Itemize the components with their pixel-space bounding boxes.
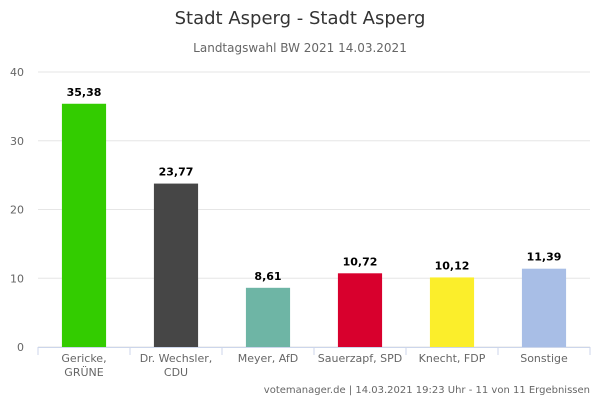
bar-value-label: 8,61 — [254, 270, 281, 283]
bar-value-label: 23,77 — [159, 166, 194, 179]
y-tick-label: 30 — [10, 135, 24, 148]
bar — [521, 268, 567, 347]
x-tick-label: GRÜNE — [64, 366, 103, 379]
bar — [245, 287, 291, 347]
bar-value-label: 11,39 — [527, 251, 562, 264]
bar — [337, 273, 383, 347]
chart-subtitle: Landtagswahl BW 2021 14.03.2021 — [193, 41, 407, 55]
bar-value-label: 10,72 — [343, 255, 378, 268]
x-tick-label: Dr. Wechsler, — [140, 352, 213, 365]
x-tick-label: Gericke, — [61, 352, 106, 365]
bar-value-label: 10,12 — [435, 259, 470, 272]
chart-footer: votemanager.de | 14.03.2021 19:23 Uhr - … — [263, 385, 590, 396]
x-tick-label: CDU — [164, 366, 188, 379]
x-tick-label: Sauerzapf, SPD — [318, 352, 402, 365]
bar — [429, 277, 475, 347]
x-tick-label: Meyer, AfD — [238, 352, 299, 365]
y-tick-label: 20 — [10, 204, 24, 217]
bar-value-label: 35,38 — [67, 86, 102, 99]
y-tick-label: 0 — [17, 341, 24, 354]
x-tick-label: Sonstige — [520, 352, 568, 365]
y-tick-label: 40 — [10, 66, 24, 79]
bar — [61, 103, 107, 347]
x-tick-label: Knecht, FDP — [419, 352, 486, 365]
chart-title: Stadt Asperg - Stadt Asperg — [174, 8, 426, 29]
y-tick-label: 10 — [10, 272, 24, 285]
bar — [153, 183, 199, 347]
